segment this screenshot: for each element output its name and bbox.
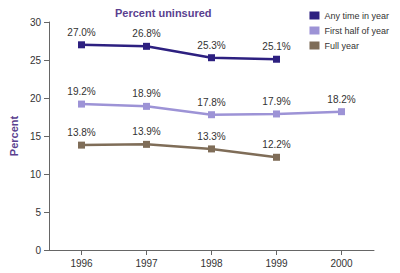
svg-text:1998: 1998 <box>200 258 223 269</box>
svg-text:25.1%: 25.1% <box>262 41 290 52</box>
svg-text:12.2%: 12.2% <box>262 139 290 150</box>
svg-text:0: 0 <box>35 245 41 256</box>
svg-text:Percent uninsured: Percent uninsured <box>115 7 212 19</box>
svg-text:13.3%: 13.3% <box>197 131 225 142</box>
svg-text:20: 20 <box>30 93 42 104</box>
svg-text:17.9%: 17.9% <box>262 96 290 107</box>
svg-text:26.8%: 26.8% <box>132 28 160 39</box>
svg-text:Percent: Percent <box>8 115 20 156</box>
svg-text:30: 30 <box>30 17 42 28</box>
svg-text:13.8%: 13.8% <box>67 127 95 138</box>
svg-text:1997: 1997 <box>135 258 158 269</box>
svg-text:25.3%: 25.3% <box>197 40 225 51</box>
svg-text:18.9%: 18.9% <box>132 88 160 99</box>
svg-text:19.2%: 19.2% <box>67 86 95 97</box>
svg-text:1999: 1999 <box>265 258 288 269</box>
svg-text:Full year: Full year <box>324 41 359 51</box>
svg-text:25: 25 <box>30 55 42 66</box>
svg-text:1996: 1996 <box>70 258 93 269</box>
svg-text:2000: 2000 <box>330 258 353 269</box>
svg-text:10: 10 <box>30 169 42 180</box>
svg-text:13.9%: 13.9% <box>132 126 160 137</box>
svg-text:5: 5 <box>35 207 41 218</box>
svg-text:Any time in year: Any time in year <box>324 11 389 21</box>
svg-text:15: 15 <box>30 131 42 142</box>
svg-text:17.8%: 17.8% <box>197 97 225 108</box>
svg-text:27.0%: 27.0% <box>67 27 95 38</box>
svg-text:First half of year: First half of year <box>324 26 389 36</box>
svg-text:18.2%: 18.2% <box>327 94 355 105</box>
